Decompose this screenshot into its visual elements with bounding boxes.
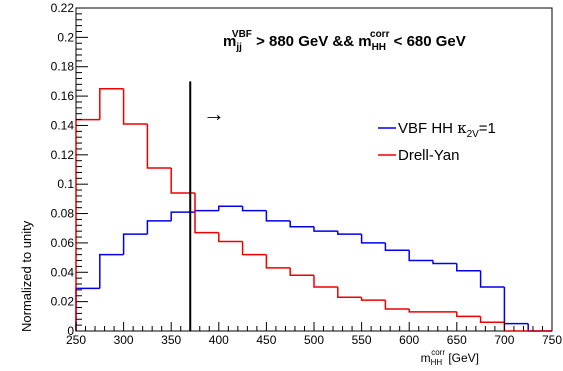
histogram-bin: [194, 209, 219, 213]
histogram-bin: [146, 123, 172, 169]
histogram-bin: [99, 253, 124, 289]
x-tick-label: 650: [447, 333, 467, 347]
x-tick-label: 300: [114, 333, 134, 347]
series-vbf-hh: [75, 205, 552, 332]
histogram-bin: [170, 211, 195, 221]
histogram-bin: [456, 263, 481, 272]
x-axis-title: mHHcorr [GeV]: [421, 348, 479, 367]
y-tick-label: 0.22: [51, 1, 75, 15]
y-tick-label: 0.06: [51, 236, 75, 250]
histogram-bin: [289, 267, 314, 276]
y-tick-label: 0.16: [51, 89, 75, 103]
histogram-bin: [265, 210, 291, 222]
histogram-bin: [313, 226, 338, 232]
histogram-bin: [170, 168, 195, 194]
histogram-bin: [122, 88, 148, 125]
histogram-bin: [360, 297, 386, 301]
y-axis-title: Normalized to unity: [19, 220, 34, 332]
histogram-bin: [408, 250, 433, 262]
y-tick-label: 0.08: [51, 207, 75, 221]
histogram-bin: [218, 232, 243, 243]
y-tick-label: 0: [67, 324, 74, 338]
histogram-bin: [122, 233, 148, 255]
y-tick-label: 0.2: [57, 30, 74, 44]
histogram-bin: [218, 205, 243, 211]
x-tick-label: 600: [399, 333, 419, 347]
y-tick-label: 0.1: [57, 177, 74, 191]
histogram-bin: [384, 300, 410, 310]
histogram-bin: [479, 316, 505, 323]
histogram-bin: [408, 308, 433, 313]
cut-direction-arrow: →: [203, 101, 225, 126]
x-tick-label: 550: [352, 333, 372, 347]
cut-annotation: mjjVBF > 880 GeV && mHHcorr < 680 GeV: [223, 29, 466, 53]
x-tick-label: 450: [256, 333, 276, 347]
x-tick-label: 500: [304, 333, 324, 347]
histogram-bin: [194, 192, 219, 234]
histogram-bin: [479, 270, 505, 288]
x-tick-label: 250: [66, 333, 86, 347]
histogram-bin: [99, 88, 124, 120]
x-tick-label: 700: [494, 333, 514, 347]
histogram-bin: [75, 287, 100, 331]
histogram-bin: [265, 254, 291, 269]
histogram-bin: [360, 234, 386, 244]
legend-label-vbf: VBF HH κ2V=1: [398, 119, 496, 140]
histogram-bin: [384, 242, 410, 251]
histogram-bin: [456, 311, 481, 318]
histogram-bin: [503, 286, 529, 325]
histogram-bin: [289, 220, 314, 228]
legend: VBF HH κ2V=1 Drell-Yan: [378, 119, 496, 164]
y-tick-label: 0.02: [51, 295, 75, 309]
histogram-bin: [313, 275, 338, 288]
histogram-bin: [337, 286, 362, 298]
histogram-bin: [337, 231, 362, 235]
histogram-bin: [432, 260, 457, 265]
histogram-bin: [146, 220, 172, 235]
x-tick-label: 750: [542, 333, 562, 347]
histogram-bin: [241, 206, 267, 212]
x-tick-label: 350: [161, 333, 181, 347]
y-tick-label: 0.04: [51, 265, 75, 279]
y-tick-label: 0.12: [51, 148, 75, 162]
axes-layer: 250 300 350 400 450 500 550 600 650 700 750 0 0.02 0.…: [51, 1, 563, 347]
x-tick-label: 400: [209, 333, 229, 347]
y-tick-label: 0.18: [51, 60, 75, 74]
y-tick-label: 0.14: [51, 118, 75, 132]
histogram-bin: [527, 323, 552, 332]
histogram-bin: [241, 241, 267, 256]
legend-label-dy: Drell-Yan: [398, 147, 459, 164]
